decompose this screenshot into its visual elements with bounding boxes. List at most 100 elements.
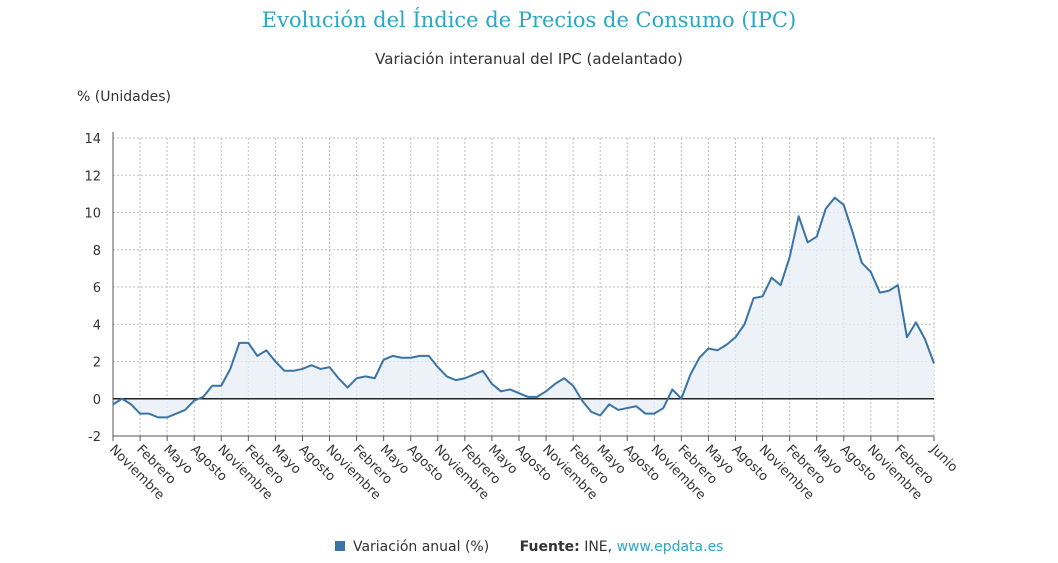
data-point bbox=[500, 390, 502, 392]
data-point bbox=[121, 398, 123, 400]
data-point bbox=[761, 295, 763, 297]
data-point bbox=[166, 416, 168, 418]
data-point bbox=[870, 271, 872, 273]
data-point bbox=[626, 407, 628, 409]
y-tick-label: 14 bbox=[84, 132, 101, 147]
data-point bbox=[924, 338, 926, 340]
data-point bbox=[310, 364, 312, 366]
data-point bbox=[554, 383, 556, 385]
data-point bbox=[834, 196, 836, 198]
data-point bbox=[509, 388, 511, 390]
data-point bbox=[211, 385, 213, 387]
chart-legend[interactable]: Variación anual (%) Fuente: INE, www.epd… bbox=[0, 539, 1058, 555]
data-point bbox=[518, 392, 520, 394]
y-axis-unit-label: % (Unidades) bbox=[77, 89, 171, 105]
chart-title: Evolución del Índice de Precios de Consu… bbox=[261, 8, 797, 32]
data-point bbox=[256, 355, 258, 357]
data-point bbox=[590, 411, 592, 413]
data-point bbox=[743, 323, 745, 325]
data-point bbox=[635, 405, 637, 407]
data-point bbox=[671, 388, 673, 390]
data-point bbox=[698, 357, 700, 359]
data-point bbox=[563, 377, 565, 379]
data-point bbox=[265, 349, 267, 351]
data-point bbox=[455, 379, 457, 381]
series-line bbox=[112, 196, 935, 419]
data-point bbox=[816, 236, 818, 238]
data-point bbox=[391, 355, 393, 357]
data-point bbox=[843, 204, 845, 206]
data-point bbox=[193, 399, 195, 401]
data-point bbox=[806, 241, 808, 243]
data-point bbox=[933, 362, 935, 364]
data-point bbox=[752, 297, 754, 299]
source-label: Fuente: bbox=[519, 539, 580, 555]
data-point bbox=[274, 360, 276, 362]
data-point bbox=[644, 412, 646, 414]
data-point bbox=[148, 412, 150, 414]
y-tick-label: 4 bbox=[93, 318, 101, 333]
data-point bbox=[139, 412, 141, 414]
data-point bbox=[130, 403, 132, 405]
data-point bbox=[229, 368, 231, 370]
data-point bbox=[346, 386, 348, 388]
data-point bbox=[112, 403, 114, 405]
y-tick-label: 8 bbox=[93, 244, 101, 259]
data-point bbox=[473, 373, 475, 375]
data-point bbox=[283, 370, 285, 372]
data-point bbox=[617, 409, 619, 411]
data-point bbox=[861, 262, 863, 264]
data-point bbox=[599, 414, 601, 416]
data-point bbox=[653, 412, 655, 414]
data-point bbox=[572, 385, 574, 387]
data-point bbox=[382, 358, 384, 360]
data-point bbox=[364, 375, 366, 377]
legend-item-label[interactable]: Variación anual (%) bbox=[352, 539, 490, 555]
ipc-line-chart: -202468101214NoviembreFebreroMayoAgostoN… bbox=[84, 132, 960, 503]
data-point bbox=[716, 349, 718, 351]
data-point bbox=[464, 377, 466, 379]
source-text: INE, bbox=[584, 539, 613, 555]
data-point bbox=[301, 368, 303, 370]
y-tick-label: 12 bbox=[84, 169, 101, 184]
data-point bbox=[491, 383, 493, 385]
data-point bbox=[897, 284, 899, 286]
legend-color-swatch bbox=[334, 541, 345, 551]
data-point bbox=[888, 290, 890, 292]
data-point bbox=[707, 347, 709, 349]
chart-subtitle: Variación interanual del IPC (adelantado… bbox=[375, 50, 683, 68]
y-tick-label: 6 bbox=[93, 281, 101, 296]
data-point bbox=[401, 357, 403, 359]
data-point bbox=[689, 373, 691, 375]
data-point bbox=[852, 232, 854, 234]
data-point bbox=[879, 291, 881, 293]
data-point bbox=[446, 375, 448, 377]
data-point bbox=[292, 370, 294, 372]
data-point bbox=[482, 370, 484, 372]
data-point bbox=[662, 407, 664, 409]
data-point bbox=[184, 409, 186, 411]
data-point bbox=[725, 344, 727, 346]
data-point bbox=[247, 342, 249, 344]
y-tick-label: 10 bbox=[84, 207, 101, 222]
data-point bbox=[779, 284, 781, 286]
data-point bbox=[202, 396, 204, 398]
data-point bbox=[545, 390, 547, 392]
data-point bbox=[788, 256, 790, 258]
x-tick-label: Junio bbox=[926, 442, 960, 476]
source-link[interactable]: www.epdata.es bbox=[616, 539, 724, 555]
data-point bbox=[410, 357, 412, 359]
data-point bbox=[175, 412, 177, 414]
data-point bbox=[437, 366, 439, 368]
data-point bbox=[581, 399, 583, 401]
data-point bbox=[770, 276, 772, 278]
data-point bbox=[157, 416, 159, 418]
series-area-fill bbox=[113, 197, 934, 418]
data-point bbox=[373, 377, 375, 379]
data-point bbox=[825, 208, 827, 210]
data-point bbox=[797, 215, 799, 217]
data-point bbox=[220, 385, 222, 387]
data-point bbox=[428, 355, 430, 357]
data-point bbox=[319, 368, 321, 370]
data-point bbox=[328, 366, 330, 368]
